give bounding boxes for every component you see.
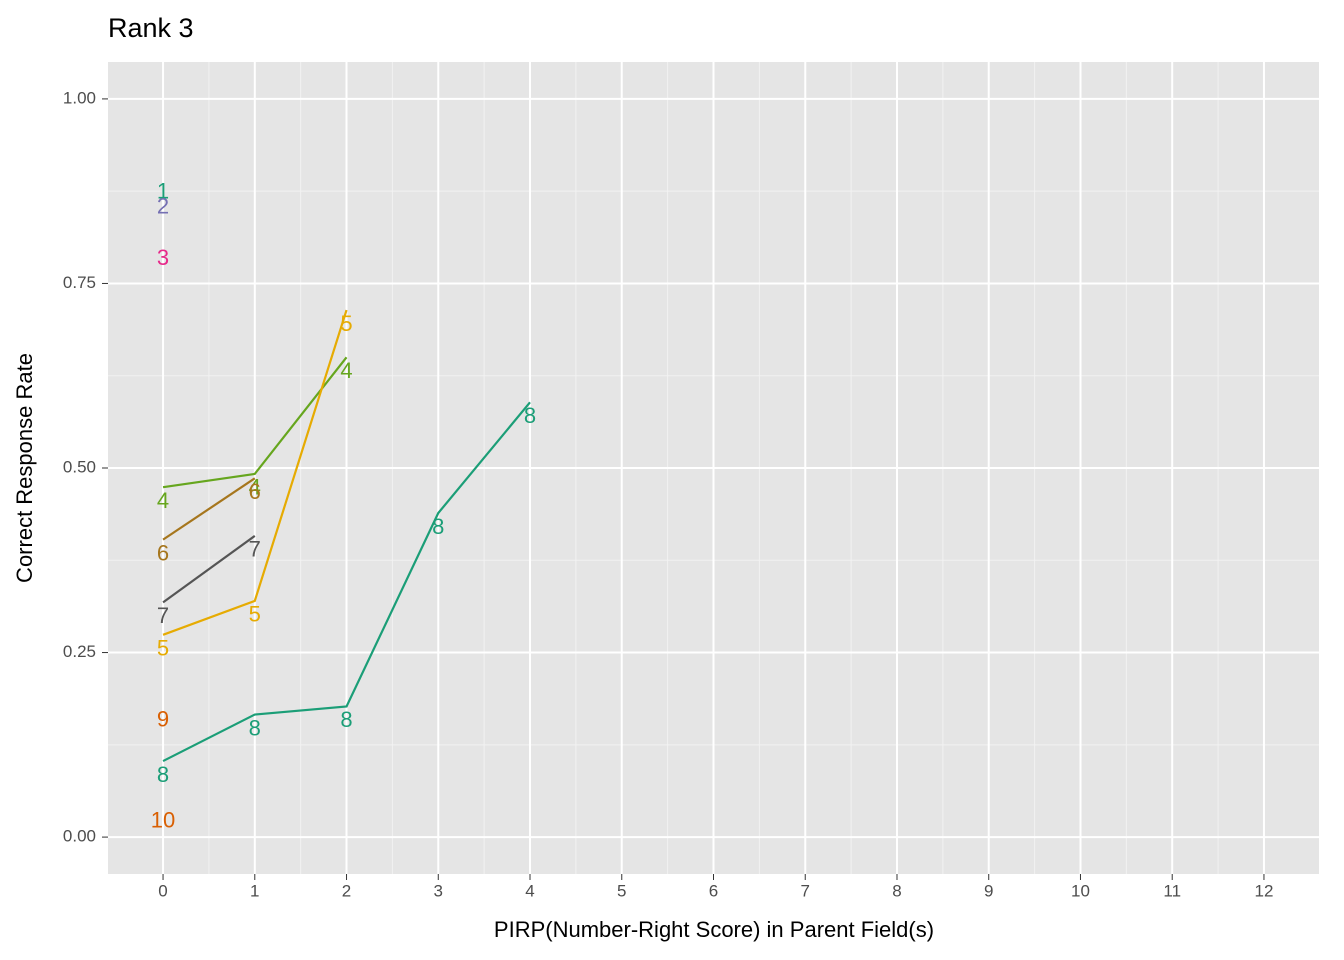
- point-label: 2: [157, 193, 169, 218]
- y-tick-label: 1.00: [63, 88, 96, 107]
- x-tick-label: 6: [709, 881, 718, 900]
- point-label: 9: [157, 707, 169, 732]
- point-label: 6: [249, 479, 261, 504]
- x-axis-title: PIRP(Number-Right Score) in Parent Field…: [494, 917, 934, 942]
- point-label: 8: [432, 514, 444, 539]
- series-line: [162, 477, 256, 541]
- x-tick-label: 9: [984, 881, 993, 900]
- x-tick-label: 0: [158, 881, 167, 900]
- point-label: 8: [340, 707, 352, 732]
- series-line: [162, 309, 348, 636]
- point-label: 5: [340, 311, 352, 336]
- x-tick-label: 12: [1254, 881, 1273, 900]
- point-label: 8: [249, 715, 261, 740]
- point-label: 8: [524, 403, 536, 428]
- point-label: 3: [157, 245, 169, 270]
- x-tick-label: 11: [1163, 881, 1181, 900]
- point-label: 7: [249, 537, 261, 562]
- y-tick-label: 0.25: [63, 642, 96, 661]
- x-tick-label: 10: [1071, 881, 1090, 900]
- point-label: 7: [157, 603, 169, 628]
- point-label: 5: [249, 602, 261, 627]
- series-line: [162, 401, 531, 763]
- x-tick-label: 8: [892, 881, 901, 900]
- point-label: 4: [340, 358, 352, 383]
- y-tick-label: 0.75: [63, 273, 96, 292]
- x-tick-label: 3: [434, 881, 443, 900]
- point-label: 1: [157, 179, 169, 204]
- point-label: 8: [157, 762, 169, 787]
- x-tick-label: 2: [342, 881, 351, 900]
- series-line: [162, 356, 348, 489]
- x-tick-label: 5: [617, 881, 626, 900]
- point-label: 6: [157, 540, 169, 565]
- x-tick-label: 1: [250, 881, 259, 900]
- y-tick-label: 0.50: [63, 457, 96, 476]
- x-tick-label: 4: [525, 881, 534, 900]
- y-tick-label: 0.00: [63, 827, 96, 846]
- series-line: [162, 535, 256, 604]
- x-tick-label: 7: [801, 881, 810, 900]
- chart-title: Rank 3: [108, 13, 194, 43]
- point-label: 10: [151, 808, 175, 833]
- y-axis-title: Correct Response Rate: [12, 353, 37, 583]
- point-label: 5: [157, 636, 169, 661]
- point-label: 4: [157, 488, 169, 513]
